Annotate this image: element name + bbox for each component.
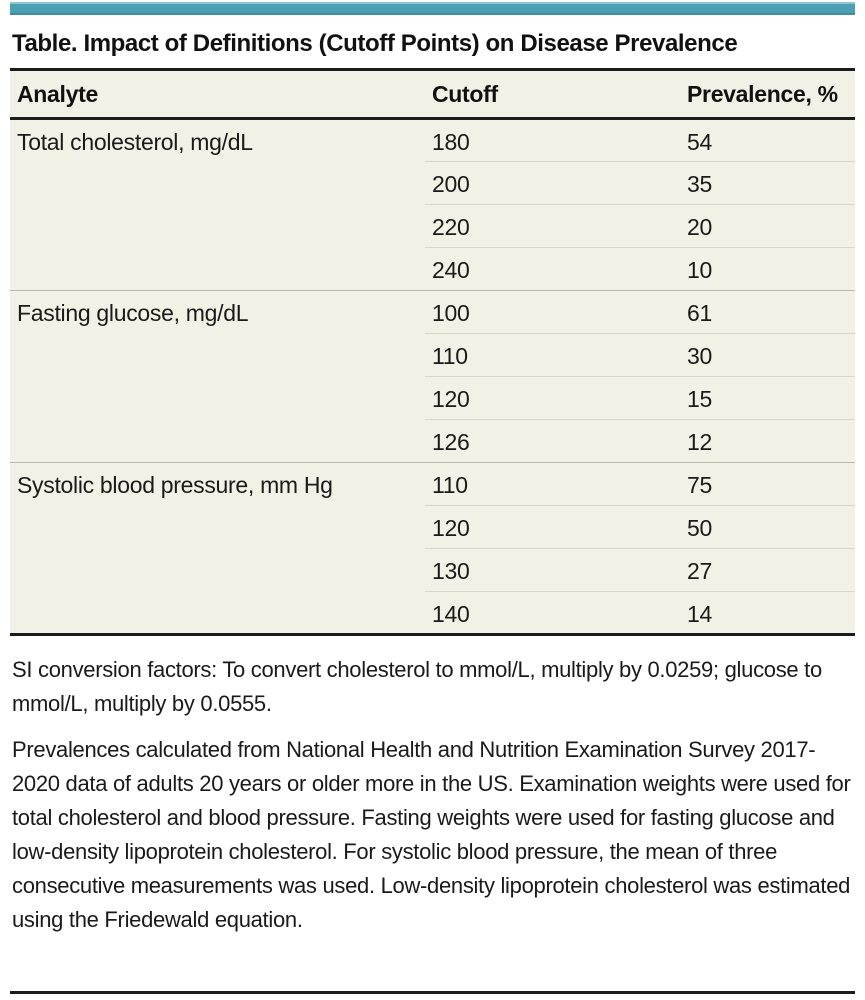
accent-bar [10,2,855,15]
cutoff-cell: 100 [425,290,680,334]
analyte-cell [10,248,425,291]
analyte-cell [10,205,425,248]
analyte-cell [10,420,425,463]
prevalence-table: Analyte Cutoff Prevalence, % Total chole… [10,68,855,636]
analyte-cell [10,334,425,377]
table-row: 140 14 [10,591,855,635]
cutoff-cell: 180 [432,129,470,155]
cutoff-cell: 140 [425,591,680,635]
column-header-analyte: Analyte [10,69,425,120]
analyte-cell [10,592,425,635]
prevalence-cell: 75 [680,462,855,506]
prevalence-cell: 27 [680,548,855,592]
table-row: Fasting glucose, mg/dL 100 61 [10,290,855,334]
table-row: 200 35 [10,161,855,205]
footnotes: SI conversion factors: To convert choles… [10,653,855,949]
table-body: Total cholesterol, mg/dL 180 54 200 35 2… [10,119,855,635]
cutoff-cell: 120 [425,505,680,549]
prevalence-cell: 54 [687,129,712,155]
cutoff-cell: 240 [425,247,680,291]
prevalence-cell: 15 [680,376,855,420]
table-row: Total cholesterol, mg/dL 180 54 [10,119,855,162]
analyte-cell: Systolic blood pressure, mm Hg [10,462,425,506]
cutoff-cell: 110 [425,333,680,377]
table-row: 120 15 [10,376,855,420]
prevalence-cell: 20 [680,204,855,248]
column-header-cutoff: Cutoff [425,69,680,120]
cutoff-cell: 110 [425,462,680,506]
cutoff-cell: 130 [425,548,680,592]
prevalence-cell: 30 [680,333,855,377]
table-row: 110 30 [10,333,855,377]
column-header-prevalence: Prevalence, % [680,69,855,120]
footnote-si-conversion: SI conversion factors: To convert choles… [12,657,822,716]
table-row: 126 12 [10,419,855,463]
footnote-methods: Prevalences calculated from National Hea… [12,737,851,932]
analyte-cell [10,162,425,205]
analyte-cell [10,377,425,420]
header-row: Analyte Cutoff Prevalence, % [10,69,855,120]
table-row: 220 20 [10,204,855,248]
table-row: Systolic blood pressure, mm Hg 110 75 [10,462,855,506]
cutoff-cell: 126 [425,419,680,463]
prevalence-cell: 12 [680,419,855,463]
cutoff-cell: 200 [425,161,680,205]
table-row: 120 50 [10,505,855,549]
table-title: Table. Impact of Definitions (Cutoff Poi… [12,30,738,57]
prevalence-cell: 35 [680,161,855,205]
prevalence-cell: 61 [680,290,855,334]
analyte-cell: Total cholesterol, mg/dL [17,129,253,155]
prevalence-cell: 14 [680,591,855,635]
cutoff-cell: 120 [425,376,680,420]
cutoff-cell: 220 [425,204,680,248]
prevalence-cell: 50 [680,505,855,549]
table-row: 130 27 [10,548,855,592]
analyte-cell [10,506,425,549]
table-row: 240 10 [10,247,855,291]
prevalence-cell: 10 [680,247,855,291]
analyte-cell [10,549,425,592]
bottom-rule [10,991,855,994]
table-header: Analyte Cutoff Prevalence, % [10,69,855,120]
analyte-cell: Fasting glucose, mg/dL [10,290,425,334]
